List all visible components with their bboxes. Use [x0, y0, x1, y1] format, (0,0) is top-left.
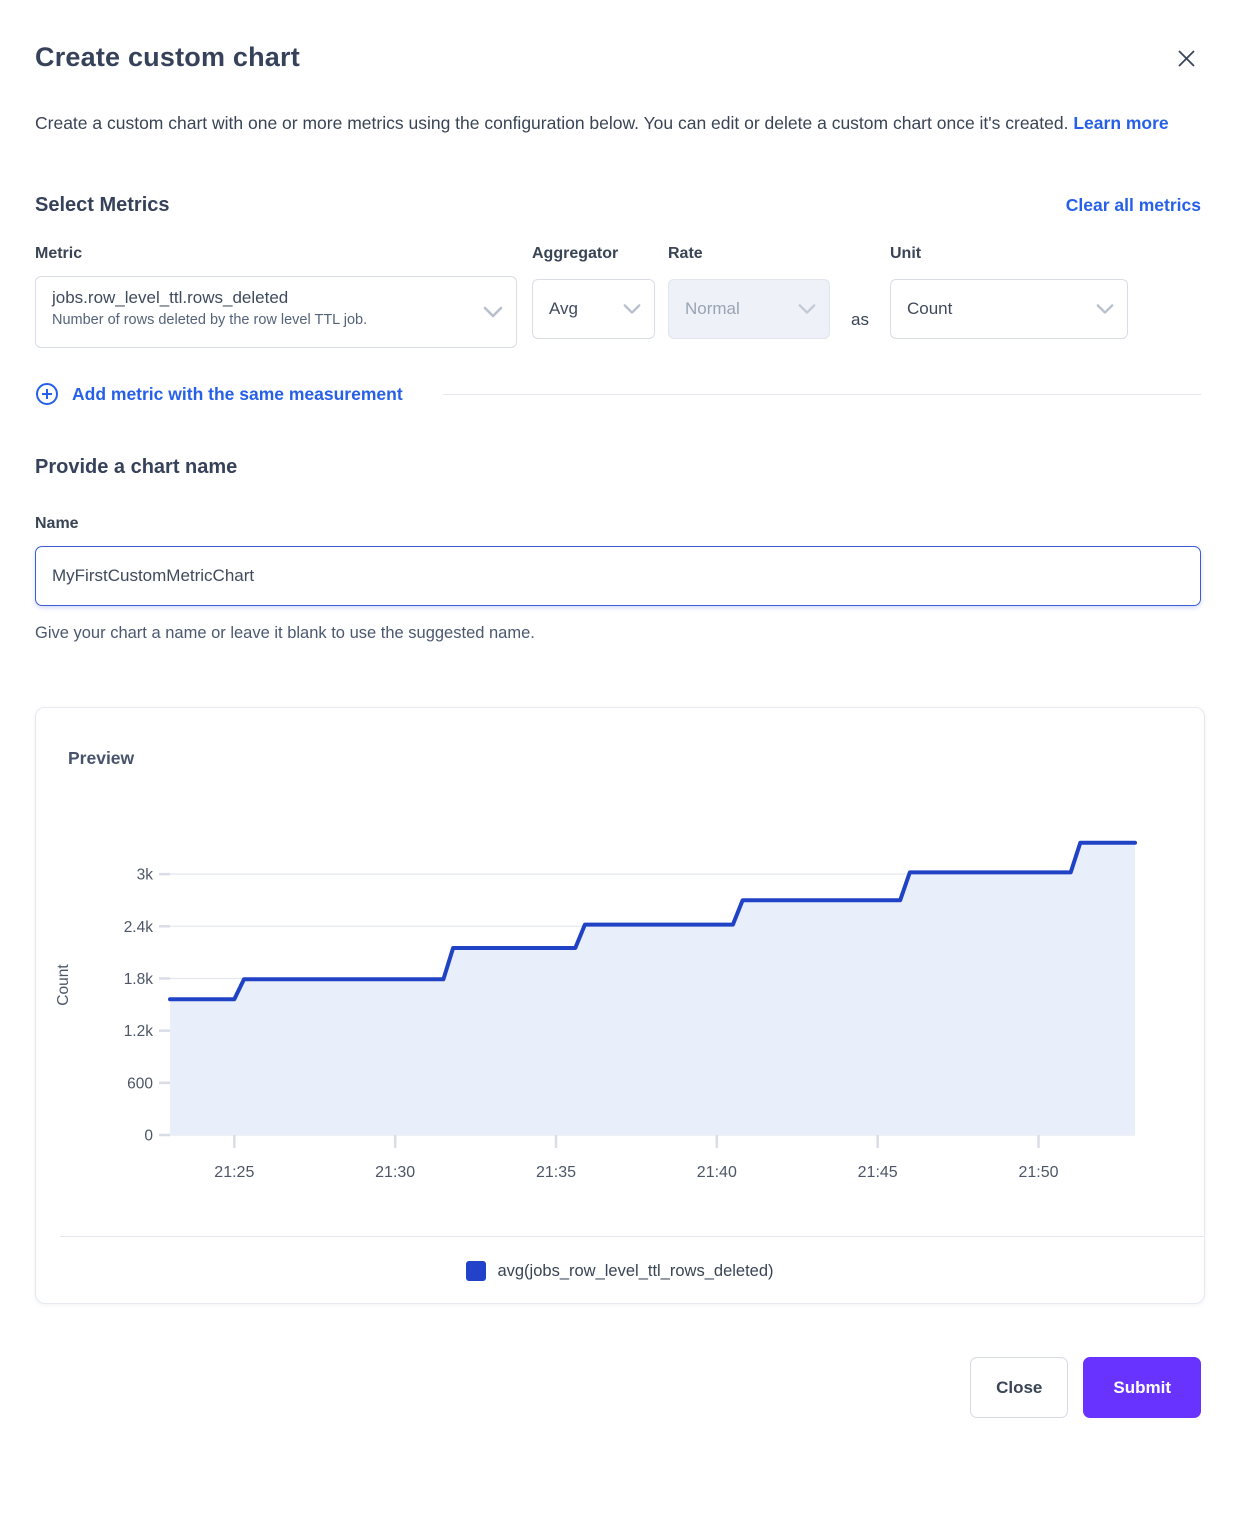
rate-field: Rate Normal — [668, 245, 830, 339]
metric-field: Metric jobs.row_level_ttl.rows_deleted N… — [35, 245, 517, 348]
modal-description: Create a custom chart with one or more m… — [35, 104, 1195, 142]
legend-swatch — [466, 1261, 487, 1281]
divider — [60, 1236, 1204, 1237]
select-metrics-header: Select Metrics Clear all metrics — [35, 194, 1201, 217]
aggregator-label: Aggregator — [532, 245, 619, 262]
metric-select[interactable]: jobs.row_level_ttl.rows_deleted Number o… — [35, 276, 517, 348]
aggregator-select-value: Avg — [549, 299, 578, 318]
x-tick-label: 21:35 — [536, 1164, 576, 1181]
close-x-glyph — [1178, 50, 1195, 67]
add-metric-row: Add metric with the same measurement — [35, 382, 1201, 406]
preview-chart: 0 600 1.2k 1.8k 2.4k 3k 21:25 21:30 21:35 21:40 21… — [55, 840, 1137, 1181]
chevron-down-icon — [1096, 304, 1114, 314]
y-tick-label: 3k — [137, 867, 154, 884]
add-metric-link[interactable]: Add metric with the same measurement — [35, 382, 403, 406]
unit-select[interactable]: Count — [890, 279, 1128, 339]
preview-heading: Preview — [68, 748, 135, 768]
aggregator-field: Aggregator Avg — [532, 245, 655, 339]
series-area — [170, 842, 1135, 1135]
close-icon[interactable] — [1172, 44, 1201, 76]
as-label: as — [851, 310, 869, 329]
unit-label: Unit — [890, 245, 922, 262]
modal-footer: Close Submit — [35, 1357, 1201, 1418]
close-button[interactable]: Close — [970, 1357, 1069, 1418]
rate-label: Rate — [668, 245, 703, 262]
modal-header: Create custom chart — [35, 42, 1201, 76]
y-tick-label: 600 — [127, 1075, 153, 1092]
aggregator-select[interactable]: Avg — [532, 279, 655, 339]
x-tick-label: 21:25 — [214, 1164, 254, 1181]
y-tick-label: 0 — [144, 1128, 153, 1145]
page-title: Create custom chart — [35, 42, 300, 72]
chevron-down-icon — [483, 306, 503, 318]
add-metric-label: Add metric with the same measurement — [72, 383, 403, 404]
x-tick-label: 21:45 — [858, 1164, 898, 1181]
unit-select-value: Count — [907, 299, 953, 318]
create-custom-chart-modal: Create custom chart Create a custom char… — [35, 42, 1205, 1418]
unit-field: Unit Count — [890, 245, 1128, 339]
name-label: Name — [35, 515, 79, 532]
y-tick-label: 2.4k — [124, 919, 154, 936]
name-helper-text: Give your chart a name or leave it blank… — [35, 624, 535, 642]
rate-select: Normal — [668, 279, 830, 339]
metric-select-description: Number of rows deleted by the row level … — [52, 312, 368, 328]
divider — [442, 393, 1201, 395]
y-tick-label: 1.2k — [124, 1023, 154, 1040]
x-tick-label: 21:50 — [1018, 1164, 1058, 1181]
chart-wrap: 0 600 1.2k 1.8k 2.4k 3k 21:25 21:30 21:35 21:40 21… — [36, 801, 1204, 1186]
x-tick-label: 21:30 — [375, 1164, 415, 1181]
y-axis-title: Count — [55, 964, 72, 1006]
metric-select-value: jobs.row_level_ttl.rows_deleted — [52, 288, 289, 307]
metric-label: Metric — [35, 245, 83, 262]
chevron-down-icon — [798, 304, 816, 314]
series-line — [168, 840, 1137, 1002]
preview-card: Preview 0 600 1.2k 1.8k 2.4k 3k 21:25 21:30 21:3… — [35, 707, 1205, 1304]
metric-config-row: Metric jobs.row_level_ttl.rows_deleted N… — [35, 245, 1201, 348]
chevron-down-icon — [623, 304, 641, 314]
chart-name-heading: Provide a chart name — [35, 456, 238, 478]
legend-label: avg(jobs_row_level_ttl_rows_deleted) — [497, 1261, 774, 1280]
select-metrics-heading: Select Metrics — [35, 194, 170, 216]
modal-description-text: Create a custom chart with one or more m… — [35, 113, 1069, 133]
chart-name-input[interactable] — [35, 546, 1201, 606]
learn-more-link[interactable]: Learn more — [1073, 113, 1169, 133]
plus-circle-icon — [36, 383, 58, 405]
chart-legend: avg(jobs_row_level_ttl_rows_deleted) — [36, 1261, 1204, 1281]
rate-select-value: Normal — [685, 299, 740, 318]
x-tick-label: 21:40 — [697, 1164, 737, 1181]
y-tick-label: 1.8k — [124, 971, 154, 988]
clear-all-metrics-link[interactable]: Clear all metrics — [1065, 195, 1201, 215]
submit-button[interactable]: Submit — [1083, 1357, 1201, 1418]
